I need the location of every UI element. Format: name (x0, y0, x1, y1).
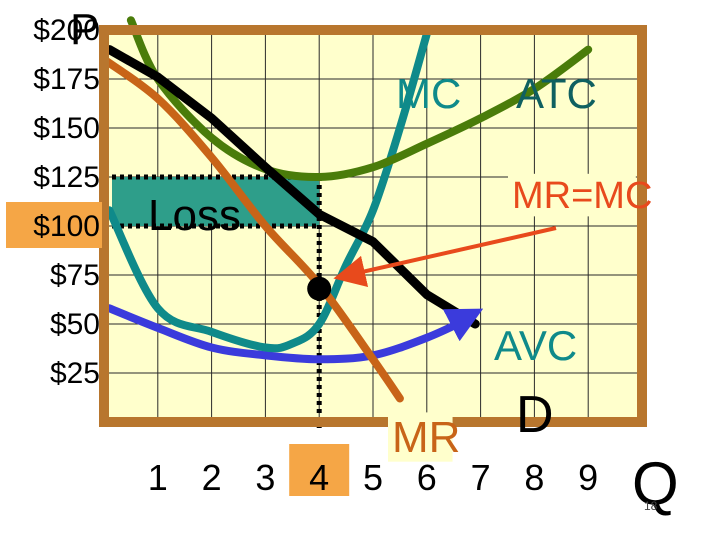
x-tick-label: 8 (524, 457, 544, 498)
annotation-bg (388, 412, 453, 462)
curves (100, 16, 593, 403)
y-tick-label: $50 (50, 308, 100, 341)
mr-mc-arrow (333, 226, 557, 288)
annotation-d: D (516, 386, 554, 444)
y-tick-label: $150 (33, 112, 100, 145)
y-tick-label: $25 (50, 357, 100, 390)
y-tick-label: $125 (33, 161, 100, 194)
annotation-atc: ATC (516, 70, 597, 117)
highlight-x-tick (289, 444, 350, 496)
annotations: Loss MR=MC MC ATC AVC D MR (148, 70, 652, 462)
x-tick-label: 6 (417, 457, 437, 498)
x-tick-label: 7 (471, 457, 491, 498)
x-tick-label: 5 (363, 457, 383, 498)
markers (307, 226, 557, 342)
y-tick-label: $75 (50, 259, 100, 292)
grid (104, 30, 642, 422)
series-line-d (104, 45, 480, 329)
x-axis-label: Q (632, 450, 679, 517)
annotation-mr: MR (392, 413, 460, 462)
y-tick-labels: $200 $175 $150 $125 $100 $75 $50 $25 (6, 14, 102, 390)
avc-arrow-head (442, 308, 484, 342)
x-tick-label: 9 (578, 457, 598, 498)
intersection-point (307, 276, 332, 301)
y-tick-label: $200 (33, 14, 100, 47)
series-line-mr (100, 55, 404, 403)
y-tick-label: $175 (33, 63, 100, 96)
series-line-atc (126, 16, 593, 182)
series-line-avc (105, 304, 474, 364)
annotation-mr-mc: MR=MC (512, 175, 652, 217)
annotation-bg (508, 173, 636, 217)
highlight-y-tick (6, 202, 102, 248)
x-tick-label: 1 (148, 457, 168, 498)
x-tick-label: 3 (255, 457, 275, 498)
x-tick-label: 2 (202, 457, 222, 498)
x-tick-label: 4 (309, 457, 329, 498)
y-tick-label: $100 (33, 210, 100, 243)
annotation-loss: Loss (148, 191, 241, 240)
slide-number: 18 (644, 499, 658, 513)
annotation-mc: MC (396, 70, 461, 117)
y-axis-label: P (70, 5, 99, 54)
plot-border (99, 25, 647, 427)
annotation-avc: AVC (494, 322, 577, 369)
